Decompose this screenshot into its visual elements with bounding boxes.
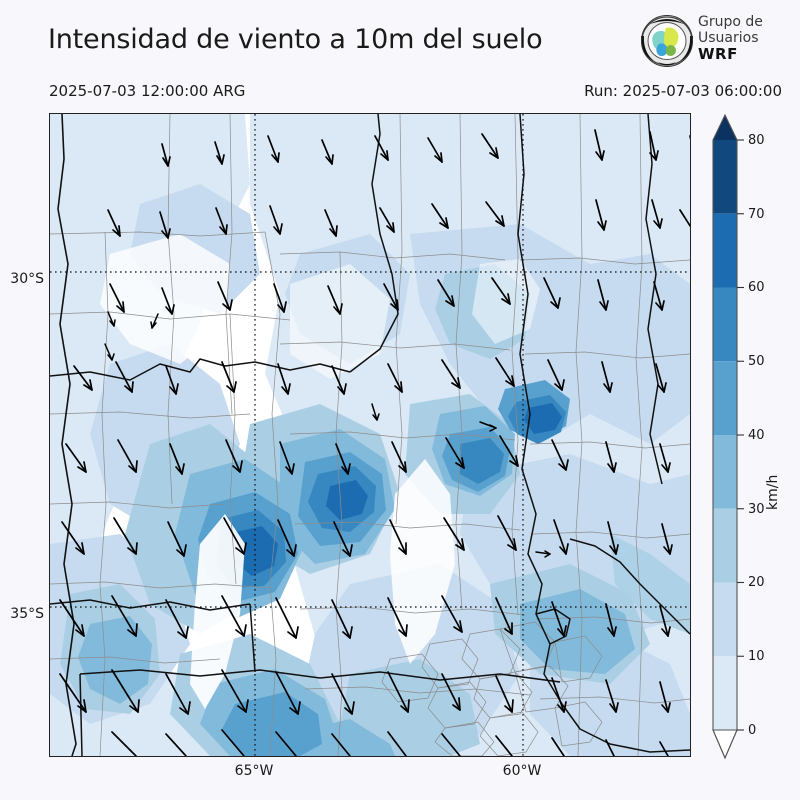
run-time-label: Run: 2025-07-03 06:00:00 xyxy=(584,82,782,100)
page-title: Intensidad de viento a 10m del suelo xyxy=(48,24,543,55)
cb-tick-70: 70 xyxy=(748,207,765,222)
logo-line-2: Usuarios xyxy=(698,30,759,46)
cb-tick-80: 80 xyxy=(748,133,765,148)
wind-speed-field xyxy=(50,114,690,756)
cb-tick-10: 10 xyxy=(748,649,765,664)
wrf-user-group-logo: Grupo de Usuarios WRF xyxy=(640,12,800,72)
contour-band-70-plus xyxy=(234,403,562,576)
colorbar: 80 70 60 50 40 30 20 10 0 km/h xyxy=(705,110,795,765)
lat-tick-30S: 30°S xyxy=(10,271,44,287)
rio-de-la-plata-water xyxy=(610,534,690,634)
low-wind-areas xyxy=(100,234,540,709)
globe-emblem-icon xyxy=(640,15,694,67)
lon-tick-65W: 65°W xyxy=(234,763,274,779)
cb-tick-30: 30 xyxy=(748,502,765,517)
logo-text-block: Grupo de Usuarios WRF xyxy=(698,14,763,62)
wind-direction-arrows xyxy=(59,129,690,756)
logo-line-1: Grupo de xyxy=(698,14,763,30)
lat-tick-35S: 35°S xyxy=(10,606,44,622)
map-plot-area xyxy=(49,113,691,757)
graticule-gridlines xyxy=(50,114,690,756)
cb-tick-60: 60 xyxy=(748,280,765,295)
colorbar-unit-label: km/h xyxy=(765,474,781,510)
admin-boundaries xyxy=(50,114,690,756)
country-borders xyxy=(50,114,690,756)
lon-tick-60W: 60°W xyxy=(502,763,542,779)
cb-tick-50: 50 xyxy=(748,354,765,369)
logo-line-3: WRF xyxy=(698,45,738,63)
valid-time-label: 2025-07-03 12:00:00 ARG xyxy=(49,82,246,100)
colorbar-swatches xyxy=(712,113,744,760)
cb-tick-40: 40 xyxy=(748,428,765,443)
cb-tick-0: 0 xyxy=(748,723,757,738)
cb-tick-20: 20 xyxy=(748,575,765,590)
